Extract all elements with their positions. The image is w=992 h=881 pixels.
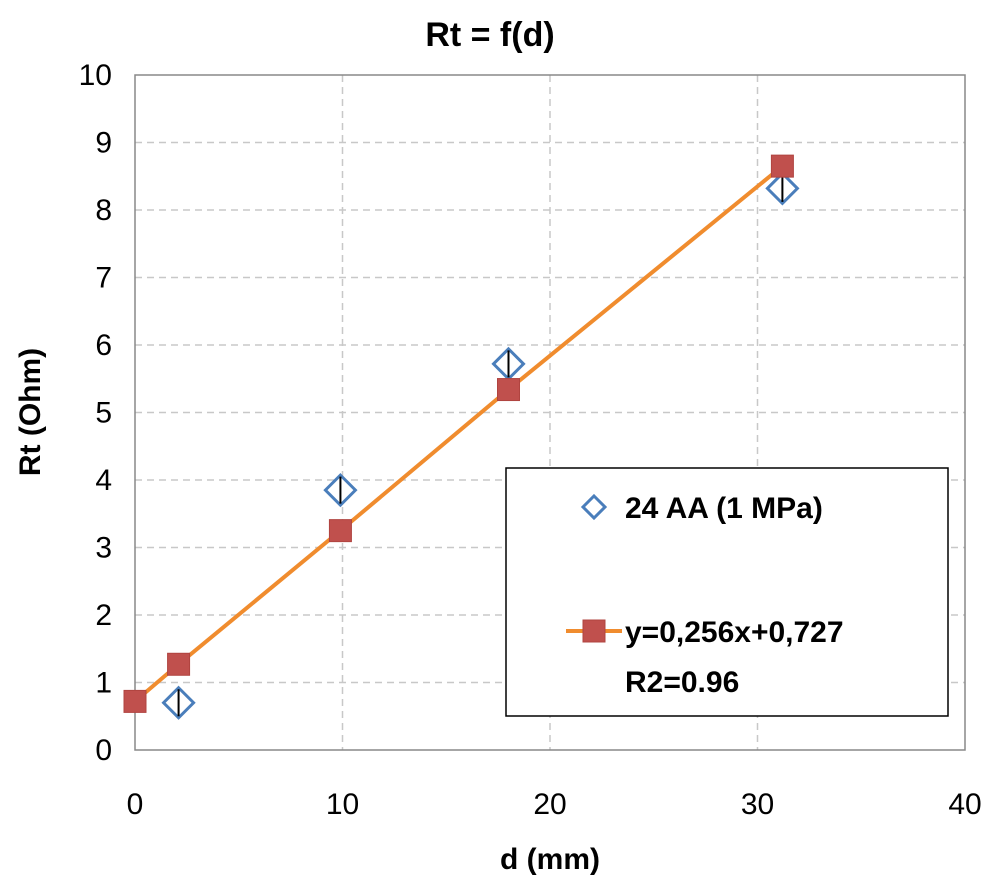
- fit-point: [770, 154, 794, 178]
- legend-label-r2: R2=0.96: [625, 666, 739, 699]
- y-tick-label: 4: [95, 464, 112, 497]
- y-tick-label: 1: [95, 667, 112, 700]
- fit-point: [123, 689, 147, 713]
- fit-point: [167, 652, 191, 676]
- y-tick-label: 3: [95, 532, 112, 565]
- legend-marker-square: [582, 619, 606, 643]
- x-tick-label: 0: [127, 788, 144, 821]
- plot-frame: [134, 74, 966, 751]
- x-tick-label: 40: [948, 788, 981, 821]
- x-axis-label: d (mm): [500, 843, 600, 876]
- chart-title: Rt = f(d): [425, 16, 554, 54]
- y-tick-label: 8: [95, 194, 112, 227]
- y-tick-label: 7: [95, 262, 112, 295]
- y-tick-label: 5: [95, 397, 112, 430]
- legend: 24 AA (1 MPa) y=0,256x+0,727 R2=0.96: [505, 467, 949, 717]
- x-tick-label: 10: [326, 788, 359, 821]
- y-tick-label: 0: [95, 734, 112, 767]
- x-tick-labels: 0 10 20 30 40: [127, 788, 982, 821]
- fit-point: [497, 378, 520, 402]
- legend-box: [505, 467, 949, 717]
- legend-marker-diamond: [580, 493, 608, 521]
- legend-label: 24 AA (1 MPa): [625, 492, 823, 525]
- y-tick-label: 10: [79, 59, 112, 92]
- y-tick-label: 2: [95, 599, 112, 632]
- legend-label: y=0,256x+0,727: [625, 616, 844, 649]
- y-tick-label: 6: [95, 329, 112, 362]
- y-tick-label: 9: [95, 127, 112, 160]
- series-layer: [123, 154, 800, 720]
- x-tick-label: 30: [741, 788, 774, 821]
- fit-point: [328, 519, 352, 543]
- x-tick-label: 20: [533, 788, 566, 821]
- y-tick-labels: 0 1 2 3 4 5 6 7 8 9 10: [79, 59, 112, 767]
- y-axis-label: Rt (Ohm): [14, 348, 47, 476]
